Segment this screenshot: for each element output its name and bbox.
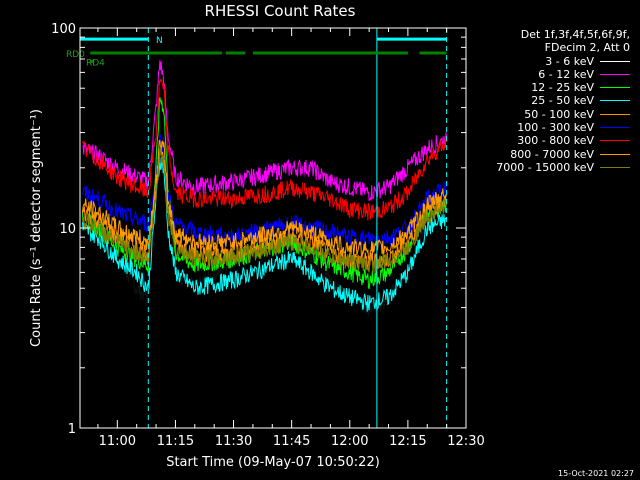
series-layer: [82, 47, 448, 317]
legend: Det 1f,3f,4f,5f,6f,9f, FDecim 2, Att 0 3…: [478, 28, 630, 174]
legend-swatch: [600, 166, 630, 168]
series-line-7: [82, 139, 448, 260]
legend-swatch: [600, 153, 630, 155]
legend-item-label: 800 - 7000 keV: [510, 147, 594, 161]
y-tick-label-0: 1: [68, 422, 76, 437]
legend-item: 12 - 25 keV: [478, 81, 630, 94]
legend-item-label: 50 - 100 keV: [524, 107, 594, 121]
series-line-3: [82, 157, 448, 312]
chart-title: RHESSI Count Rates: [205, 2, 356, 20]
legend-item-label: 100 - 300 keV: [517, 121, 594, 135]
annotation-label-rd4: RD4: [86, 58, 105, 68]
axis-layer: 11:00 11:15 11:30 11:45 12:00 12:15 12:30 1 10 10…: [51, 22, 485, 449]
legend-swatch: [600, 140, 630, 142]
x-axis-label: Start Time (09-May-07 10:50:22): [166, 455, 380, 470]
x-tick-label-5: 12:15: [389, 434, 426, 449]
annotation-label-n: N: [156, 36, 163, 46]
legend-item-label: 300 - 800 keV: [517, 134, 594, 148]
legend-swatch: [600, 113, 630, 115]
legend-item: 25 - 50 keV: [478, 94, 630, 107]
legend-item: 300 - 800 keV: [478, 134, 630, 147]
x-tick-label-1: 11:15: [157, 434, 194, 449]
legend-item: 7000 - 15000 keV: [478, 161, 630, 174]
legend-item-label: 12 - 25 keV: [531, 81, 594, 95]
legend-item-label: 7000 - 15000 keV: [496, 160, 594, 174]
series-line-8: [82, 146, 448, 273]
y-axis-label: Count Rate (s⁻¹ detector segment⁻¹): [29, 109, 44, 347]
x-tick-label-4: 12:00: [331, 434, 368, 449]
legend-item-label: 3 - 6 keV: [545, 54, 594, 68]
y-tick-label-1: 10: [59, 222, 76, 237]
legend-header-line-2: FDecim 2, Att 0: [544, 41, 630, 55]
x-tick-label-0: 11:00: [99, 434, 136, 449]
x-tick-label-6: 12:30: [447, 434, 484, 449]
legend-item: 100 - 300 keV: [478, 121, 630, 134]
legend-swatch: [600, 60, 630, 62]
y-tick-label-2: 100: [51, 22, 76, 37]
legend-item-label: 25 - 50 keV: [531, 94, 594, 108]
legend-swatch: [600, 73, 630, 75]
legend-header-line-1: Det 1f,3f,4f,5f,6f,9f,: [520, 28, 630, 41]
legend-item: 6 - 12 keV: [478, 68, 630, 81]
legend-item: 800 - 7000 keV: [478, 148, 630, 161]
render-timestamp: 15-Oct-2021 02:27: [558, 469, 634, 478]
series-line-6: [82, 78, 448, 221]
legend-swatch: [600, 127, 630, 129]
series-line-1: [82, 60, 448, 202]
legend-rows: 3 - 6 keV 6 - 12 keV 12 - 25 keV 25 - 50 ke…: [478, 55, 630, 175]
legend-item: 3 - 6 keV: [478, 55, 630, 68]
legend-item-label: 6 - 12 keV: [538, 67, 594, 81]
series-line-5: [82, 133, 448, 248]
legend-swatch: [600, 87, 630, 89]
x-tick-label-2: 11:30: [215, 434, 252, 449]
x-tick-label-3: 11:45: [273, 434, 310, 449]
legend-swatch: [600, 100, 630, 102]
series-line-2: [82, 97, 448, 290]
legend-item: 50 - 100 keV: [478, 108, 630, 121]
annotation-label-rd0: RD0: [66, 50, 85, 60]
